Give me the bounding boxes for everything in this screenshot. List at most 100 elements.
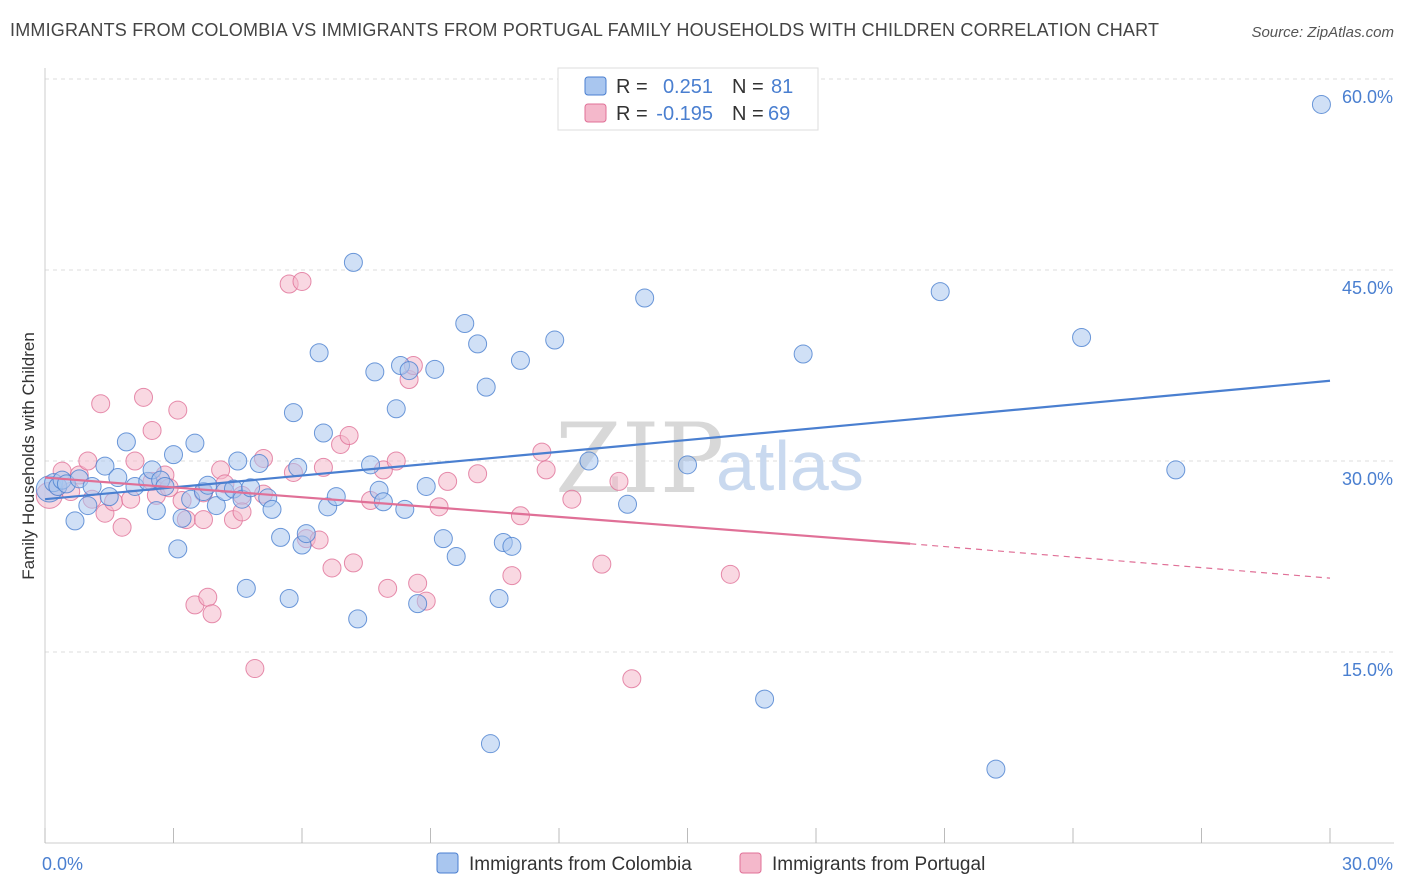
- point-portugal-37: [292, 271, 312, 291]
- point-colombia-78: [1072, 327, 1092, 347]
- point-colombia-38: [283, 403, 303, 423]
- y-tick-label-2: 45.0%: [1342, 278, 1393, 298]
- point-portugal-32: [245, 659, 265, 679]
- point-colombia-12: [116, 432, 136, 452]
- point-portugal-47: [378, 578, 398, 598]
- bottom-legend-swatch-portugal: [739, 852, 762, 874]
- point-colombia-31: [236, 578, 256, 598]
- point-portugal-5: [78, 451, 98, 471]
- point-portugal-40: [313, 457, 333, 477]
- point-colombia-69: [545, 330, 565, 350]
- y-tick-label-0: 15.0%: [1342, 660, 1393, 680]
- legend-r-value-portugal: -0.195: [656, 103, 713, 125]
- axes: [44, 68, 1394, 844]
- point-colombia-45: [326, 487, 346, 507]
- legend-r-label-portugal: R =: [616, 103, 648, 125]
- point-colombia-42: [309, 343, 329, 363]
- y-axis-label: Family Households with Children: [19, 332, 38, 580]
- bottom-legend-label-portugal: Immigrants from Portugal: [772, 854, 985, 875]
- point-colombia-61: [455, 313, 475, 333]
- point-colombia-20: [168, 539, 188, 559]
- point-colombia-16: [146, 501, 166, 521]
- point-portugal-62: [609, 471, 629, 491]
- point-colombia-47: [348, 609, 368, 629]
- point-portugal-64: [720, 564, 740, 584]
- y-tick-label-3: 60.0%: [1342, 87, 1393, 107]
- point-colombia-19: [164, 445, 183, 465]
- legend-r-label-colombia: R =: [616, 76, 648, 98]
- point-portugal-12: [125, 451, 145, 471]
- point-portugal-51: [408, 573, 428, 593]
- x-tick-label-1: 30.0%: [1342, 854, 1393, 874]
- point-colombia-67: [502, 536, 522, 556]
- point-colombia-55: [399, 361, 419, 381]
- point-portugal-59: [536, 460, 556, 480]
- point-colombia-7: [78, 496, 98, 516]
- bottom-legend: Immigrants from Colombia Immigrants from…: [436, 852, 985, 875]
- bottom-legend-swatch-colombia: [436, 852, 459, 874]
- point-colombia-68: [510, 350, 530, 370]
- point-portugal-26: [202, 604, 222, 624]
- trend-line-portugal: [44, 476, 911, 545]
- point-colombia-63: [476, 377, 496, 397]
- point-colombia-33: [249, 454, 269, 474]
- point-portugal-41: [322, 558, 342, 578]
- point-portugal-61: [592, 554, 612, 574]
- point-colombia-36: [271, 527, 291, 547]
- point-colombia-56: [408, 594, 428, 614]
- legend-swatch-portugal: [584, 103, 607, 123]
- legend-n-label-portugal: N =: [732, 103, 764, 125]
- point-colombia-59: [433, 529, 453, 549]
- x-tick-label-0: 0.0%: [42, 854, 83, 874]
- point-colombia-26: [206, 496, 226, 516]
- point-colombia-75: [793, 344, 813, 364]
- point-portugal-54: [438, 471, 458, 491]
- point-portugal-44: [343, 553, 363, 573]
- point-portugal-60: [562, 489, 582, 509]
- point-colombia-46: [343, 252, 363, 272]
- point-colombia-5: [65, 511, 85, 531]
- point-portugal-55: [468, 464, 488, 484]
- point-portugal-56: [502, 566, 522, 586]
- point-colombia-74: [755, 689, 775, 709]
- point-colombia-41: [296, 524, 316, 544]
- point-colombia-64: [480, 734, 500, 754]
- point-portugal-15: [142, 420, 162, 440]
- legend-r-value-colombia: 0.251: [663, 76, 713, 98]
- point-colombia-9: [95, 456, 115, 476]
- point-colombia-77: [986, 759, 1006, 779]
- point-colombia-35: [262, 499, 282, 519]
- point-colombia-49: [365, 362, 385, 382]
- point-colombia-37: [279, 589, 299, 609]
- legend-n-value-portugal: 69: [768, 103, 790, 125]
- point-colombia-76: [930, 282, 950, 302]
- legend-n-value-colombia: 81: [771, 76, 793, 98]
- point-portugal-19: [168, 400, 188, 420]
- trend-lines: [44, 379, 1331, 579]
- point-colombia-73: [678, 455, 697, 475]
- y-tick-label-1: 30.0%: [1342, 469, 1393, 489]
- point-colombia-52: [386, 399, 406, 419]
- point-colombia-58: [425, 359, 445, 379]
- point-colombia-80: [1311, 94, 1331, 114]
- point-colombia-10: [99, 487, 119, 507]
- point-portugal-63: [622, 669, 642, 689]
- point-colombia-57: [416, 476, 436, 496]
- point-colombia-62: [468, 334, 488, 354]
- point-colombia-29: [228, 451, 248, 471]
- point-colombia-21: [172, 508, 192, 528]
- y-tick-labels: 15.0% 30.0% 45.0% 60.0%: [1342, 87, 1393, 680]
- point-colombia-70: [579, 451, 599, 471]
- point-colombia-54: [395, 499, 415, 519]
- point-colombia-43: [313, 423, 333, 443]
- legend-box: R = 0.251 N = 81 R = -0.195 N = 69: [557, 67, 819, 131]
- point-portugal-7: [91, 394, 111, 414]
- point-colombia-79: [1166, 460, 1186, 480]
- point-colombia-48: [361, 455, 381, 475]
- legend-swatch-colombia: [584, 76, 607, 96]
- trend-line-colombia: [44, 379, 1331, 501]
- bottom-legend-label-colombia: Immigrants from Colombia: [469, 854, 692, 875]
- watermark-atlas: atlas: [716, 427, 864, 505]
- point-portugal-24: [193, 510, 213, 530]
